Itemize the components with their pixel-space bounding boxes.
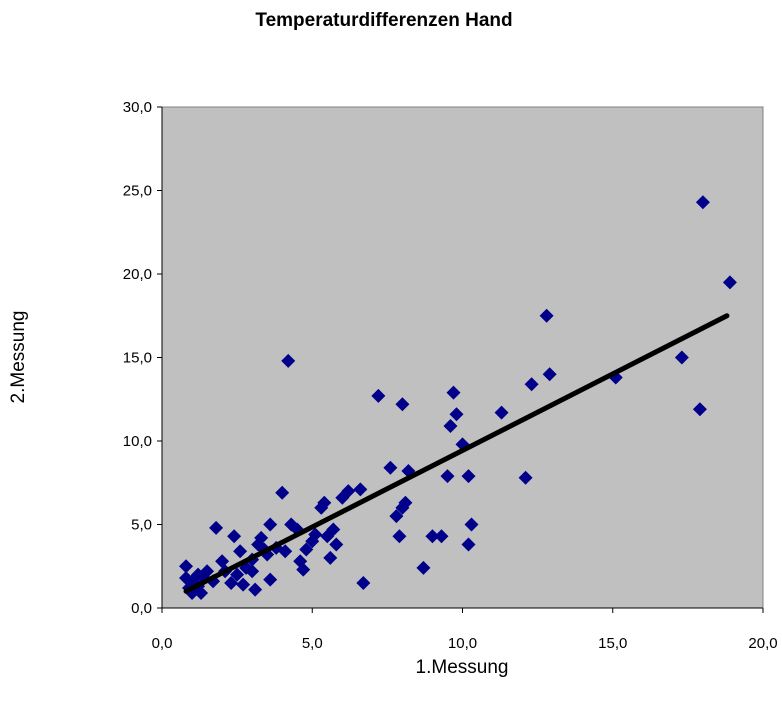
data-point <box>341 484 356 499</box>
x-tick-label: 5,0 <box>302 635 323 652</box>
data-point <box>281 353 296 368</box>
x-tick-label: 10,0 <box>448 635 477 652</box>
data-point <box>278 544 293 559</box>
data-point <box>227 529 242 544</box>
trendline <box>183 313 730 594</box>
y-tick-label: 15,0 <box>123 350 152 367</box>
data-point <box>263 572 278 587</box>
data-point <box>443 418 458 433</box>
data-point <box>194 585 209 600</box>
data-point <box>209 520 224 535</box>
data-point <box>356 575 371 590</box>
axes <box>157 106 764 613</box>
data-point <box>296 562 311 577</box>
data-point <box>461 537 476 552</box>
tick-labels: 0,0 5,0 10,0 15,0 20,0 0,0 5,0 10,0 15,0 20,0 25,0… <box>123 99 778 652</box>
data-point <box>695 195 710 210</box>
data-point <box>263 517 278 532</box>
data-point <box>326 522 341 537</box>
y-axis-label: 2.Messung <box>8 311 29 404</box>
data-point <box>353 482 368 497</box>
y-tick-label: 0,0 <box>131 600 152 617</box>
y-tick-label: 10,0 <box>123 433 152 450</box>
plot-area <box>161 106 764 609</box>
data-point <box>245 564 260 579</box>
y-tick-label: 30,0 <box>123 99 152 116</box>
x-tick-label: 15,0 <box>598 635 627 652</box>
data-point <box>692 402 707 417</box>
y-tick-label: 20,0 <box>123 266 152 283</box>
data-point <box>449 407 464 422</box>
data-point <box>518 470 533 485</box>
trendline-group <box>183 313 730 594</box>
data-point <box>308 527 323 542</box>
data-point <box>317 495 332 510</box>
data-point <box>461 469 476 484</box>
data-point <box>230 567 245 582</box>
data-point <box>383 460 398 475</box>
data-point <box>248 582 263 597</box>
data-point <box>395 397 410 412</box>
data-point <box>389 509 404 524</box>
data-point <box>224 575 239 590</box>
data-point <box>539 308 554 323</box>
data-point <box>524 377 539 392</box>
data-point <box>200 564 215 579</box>
data-point <box>236 577 251 592</box>
data-point <box>434 529 449 544</box>
data-point <box>233 544 248 559</box>
y-tick-label: 5,0 <box>131 517 152 534</box>
data-point <box>323 550 338 565</box>
data-point <box>542 367 557 382</box>
data-point <box>494 405 509 420</box>
data-point <box>674 350 689 365</box>
data-point <box>446 385 461 400</box>
chart-title: Temperaturdifferenzen Hand <box>255 10 512 31</box>
data-point <box>215 554 230 569</box>
data-point <box>416 560 431 575</box>
data-point <box>440 469 455 484</box>
data-point <box>398 495 413 510</box>
data-point <box>179 559 194 574</box>
data-point <box>392 529 407 544</box>
data-point <box>425 529 440 544</box>
x-tick-label: 20,0 <box>748 635 777 652</box>
y-tick-label: 25,0 <box>123 183 152 200</box>
data-point <box>254 530 269 545</box>
x-tick-label: 0,0 <box>152 635 173 652</box>
x-axis-label: 1.Messung <box>416 657 509 678</box>
data-point <box>299 542 314 557</box>
data-point <box>275 485 290 500</box>
data-point <box>329 537 344 552</box>
data-point <box>722 275 737 290</box>
data-point <box>464 517 479 532</box>
data-point <box>371 388 386 403</box>
